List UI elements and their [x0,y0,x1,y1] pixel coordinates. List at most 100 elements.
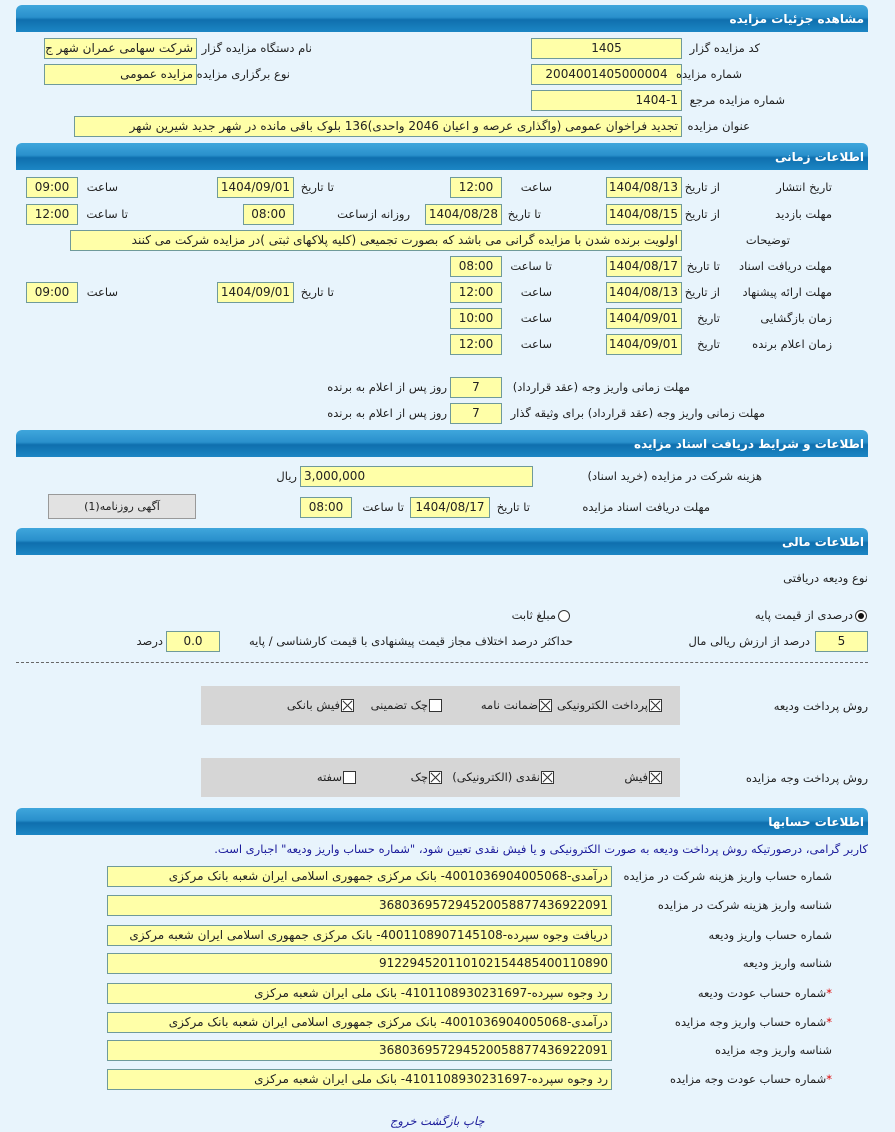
payment-deadline-label: مهلت زمانی واریز وجه (عقد قرارداد) [512,380,690,394]
description-field: اولویت برنده شدن با مزایده گرانی می باشد… [70,230,682,251]
checkbox-label: نقدی (الکترونیکی) [452,770,540,784]
section-header-time: اطلاعات زمانی [16,143,868,170]
section-header-accounts: اطلاعات حسابها [16,808,868,835]
account-label: *شماره حساب عودت وجه مزایده [670,1069,832,1090]
checkbox[interactable] [541,771,554,784]
winner-label: زمان اعلام برنده [752,337,832,351]
organizer-name-field: شرکت سهامی عمران شهر ج [44,38,197,59]
required-marker: * [826,1015,832,1029]
offer-label: مهلت ارائه پیشنهاد [742,285,832,299]
account-label: *شماره حساب واریز وجه مزایده [675,1012,832,1033]
account-label-text: شناسه واریز ودیعه [742,956,832,970]
publish-date-1: 1404/08/13 [606,177,682,198]
payment-method-option[interactable]: فیش [624,767,662,788]
pledger-deadline-field: 7 [450,403,502,424]
account-label-text: شماره حساب عودت وجه مزایده [670,1072,827,1086]
time-label: ساعت [520,337,552,351]
account-label: شماره حساب واریز ودیعه [709,925,832,946]
organizer-code-label: کد مزایده گزار [689,41,760,55]
account-label-text: شماره حساب واریز ودیعه [708,928,832,942]
auction-title-label: عنوان مزایده [687,119,750,133]
checkbox[interactable] [343,771,356,784]
required-marker: * [826,986,832,1000]
daily-from-label: روزانه ازساعت [337,207,410,221]
checkbox[interactable] [429,771,442,784]
account-label: شناسه واریز هزینه شرکت در مزایده [658,895,832,916]
to-hour-label: تا ساعت [362,500,404,514]
account-field: 368036957294520058877436922091 [107,1040,612,1061]
doc-fee-label: هزینه شرکت در مزایده (خرید اسناد) [587,469,763,483]
payment-method-option[interactable]: چک [411,767,442,788]
from-date-label: تا تاریخ [686,259,720,273]
publish-label: تاریخ انتشار [776,180,832,194]
opening-time-1: 10:00 [450,308,502,329]
newspaper-ad-button[interactable]: آگهی روزنامه(1) [48,494,196,519]
checkbox[interactable] [649,699,662,712]
section-header-details: مشاهده جزئیات مزایده [16,5,868,32]
account-field: 912294520110102154485400110890 [107,953,612,974]
time-label: تا ساعت [510,259,552,273]
deposit-method-option[interactable]: فیش بانکی [287,695,354,716]
from-date-label: از تاریخ [684,207,720,221]
back-link[interactable]: بازگشت [420,1114,460,1128]
from-date-label: تاریخ [697,311,720,325]
winner-date-1: 1404/09/01 [606,334,682,355]
deposit-method-option[interactable]: پرداخت الکترونیکی [557,695,662,716]
from-date-label: از تاریخ [684,180,720,194]
reference-number-label: شماره مزایده مرجع [689,93,785,107]
radio-percent-of-base[interactable] [855,610,867,622]
account-label: شناسه واریز ودیعه [743,953,832,974]
checkbox[interactable] [649,771,662,784]
organizer-code-field: 1405 [531,38,682,59]
max-diff-suffix: درصد [136,634,163,648]
checkbox[interactable] [429,699,442,712]
checkbox-label: فیش [624,770,648,784]
deposit-percent-field: 5 [815,631,868,652]
visit-to-time: 12:00 [26,204,78,225]
exit-link[interactable]: خروج [390,1114,417,1128]
checkbox[interactable] [341,699,354,712]
offer-date-1: 1404/08/13 [606,282,682,303]
doc-fee-field: 3,000,000 [300,466,533,487]
winner-time-1: 12:00 [450,334,502,355]
from-date-label: تاریخ [697,337,720,351]
auction-title-field: تجدید فراخوان عمومی (واگذاری عرصه و اعیا… [74,116,682,137]
checkbox-label: چک تضمینی [370,698,428,712]
auction-number-field: 2004001405000004 [531,64,682,85]
account-field: دریافت وجوه سپرده-4001108907145108- بانک… [107,925,612,946]
organizer-name-label: نام دستگاه مزایده گزار [201,41,312,55]
checkbox-label: فیش بانکی [286,698,340,712]
max-diff-field: 0.0 [166,631,220,652]
visit-to-date: 1404/08/28 [425,204,502,225]
account-field: درآمدی-4001036904005068- بانک مرکزی جمهو… [107,866,612,887]
checkbox-label: چک [410,770,428,784]
to-date-label: تا تاریخ [496,500,530,514]
radio-fixed-amount[interactable] [558,610,570,622]
deposit-method-option[interactable]: چک تضمینی [371,695,442,716]
reference-number-field: 1404-1 [531,90,682,111]
auction-number-label: شماره مزایده [676,67,742,81]
account-label: شماره حساب واریز هزینه شرکت در مزایده [624,866,832,887]
required-marker: * [826,1072,832,1086]
account-label-text: شماره حساب واریز هزینه شرکت در مزایده [623,869,832,883]
offer-time-1: 12:00 [450,282,502,303]
doc-deadline-date: 1404/08/17 [410,497,490,518]
payment-method-option[interactable]: نقدی (الکترونیکی) [452,767,554,788]
time-label: ساعت [86,180,118,194]
days-suffix: روز پس از اعلام به برنده [327,380,447,394]
account-label: شناسه واریز وجه مزایده [715,1040,832,1061]
visit-label: مهلت بازدید [775,207,832,221]
account-field: درآمدی-4001036904005068- بانک مرکزی جمهو… [107,1012,612,1033]
to-date-label: تا تاریخ [300,180,334,194]
deposit-type-label: نوع ودیعه دریافتی [783,571,868,585]
print-link[interactable]: چاپ [463,1114,485,1128]
visit-from-date: 1404/08/15 [606,204,682,225]
doc-deadline-time: 08:00 [300,497,352,518]
payment-method-option[interactable]: سفته [317,767,356,788]
checkbox[interactable] [539,699,552,712]
currency-label: ریال [276,469,297,483]
publish-time-1: 12:00 [450,177,502,198]
footer-links: چاپ بازگشت خروج [390,1111,485,1132]
auction-type-label: نوع برگزاری مزایده [196,67,290,81]
deposit-method-option[interactable]: ضمانت نامه [481,695,552,716]
